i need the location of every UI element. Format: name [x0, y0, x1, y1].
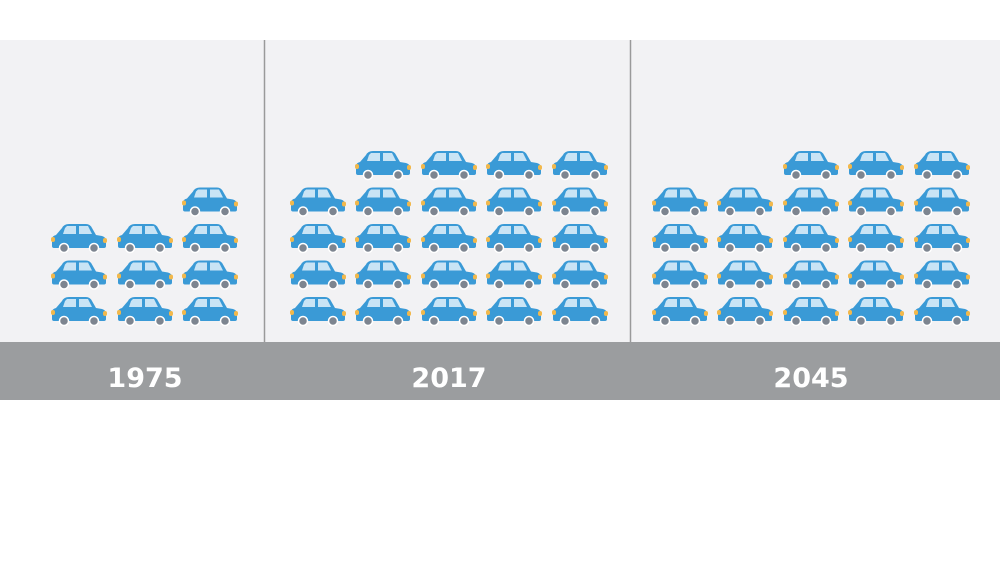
car-icon — [182, 297, 238, 327]
car-icon — [652, 297, 708, 327]
car-icon — [717, 297, 773, 327]
car-icon — [848, 151, 904, 181]
car-icon — [783, 151, 839, 181]
car-icon — [552, 151, 608, 181]
car-icon — [117, 297, 173, 327]
car-icon — [486, 151, 542, 181]
car-icon — [552, 187, 608, 217]
car-icon — [848, 187, 904, 217]
car-icon — [182, 224, 238, 254]
car-icon — [914, 224, 970, 254]
car-icon — [783, 260, 839, 290]
car-icon — [552, 224, 608, 254]
car-icon — [421, 260, 477, 290]
car-icon — [421, 297, 477, 327]
car-icon — [51, 224, 107, 254]
car-icon — [848, 224, 904, 254]
car-icon — [421, 224, 477, 254]
car-icon — [552, 297, 608, 327]
car-icon — [182, 260, 238, 290]
car-icon — [552, 260, 608, 290]
car-icon — [355, 297, 411, 327]
category-label-2045: 2045 — [773, 363, 848, 394]
car-icon — [652, 260, 708, 290]
car-icon — [290, 224, 346, 254]
car-icon — [355, 260, 411, 290]
car-icon — [355, 151, 411, 181]
car-icon — [848, 260, 904, 290]
car-icon — [486, 297, 542, 327]
car-icon — [717, 260, 773, 290]
category-label-1975: 1975 — [107, 363, 182, 394]
car-icon — [290, 187, 346, 217]
car-icon — [290, 260, 346, 290]
car-icon — [652, 224, 708, 254]
car-icon — [486, 224, 542, 254]
car-icon — [486, 260, 542, 290]
car-icon — [117, 224, 173, 254]
car-icon — [117, 260, 173, 290]
car-icon — [290, 297, 346, 327]
car-icon — [486, 187, 542, 217]
car-icon — [182, 187, 238, 217]
car-icon — [717, 187, 773, 217]
car-icon — [355, 224, 411, 254]
car-icon — [652, 187, 708, 217]
car-icon — [51, 297, 107, 327]
car-icon — [783, 297, 839, 327]
car-icon — [717, 224, 773, 254]
car-icon — [355, 187, 411, 217]
car-icon — [914, 151, 970, 181]
category-label-2017: 2017 — [411, 363, 486, 394]
car-icon — [783, 224, 839, 254]
car-icon — [51, 260, 107, 290]
year-band — [0, 342, 1000, 400]
car-icon — [914, 187, 970, 217]
car-icon — [848, 297, 904, 327]
car-icon — [421, 151, 477, 181]
car-icon — [914, 260, 970, 290]
car-icon — [783, 187, 839, 217]
car-icon — [421, 187, 477, 217]
car-icon — [914, 297, 970, 327]
